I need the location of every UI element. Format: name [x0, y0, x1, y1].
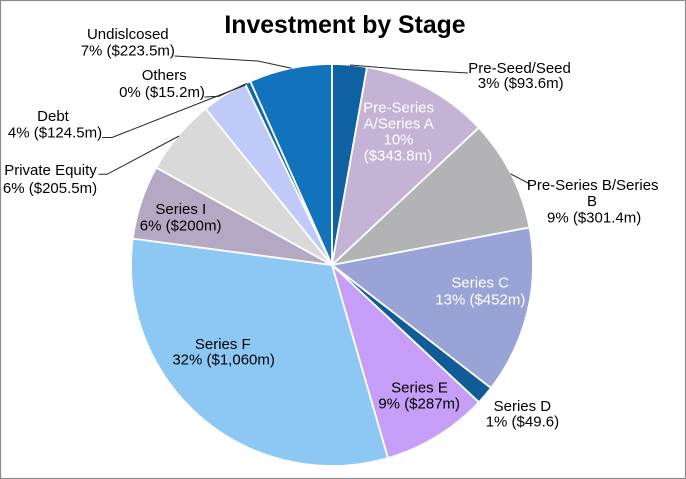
svg-text:32% ($1,060m): 32% ($1,060m)	[172, 351, 275, 368]
svg-text:Series I: Series I	[155, 201, 206, 218]
svg-text:Series F: Series F	[195, 336, 251, 353]
svg-text:3% ($93.6m): 3% ($93.6m)	[478, 75, 564, 92]
svg-text:Series D: Series D	[494, 398, 552, 415]
svg-text:Series C: Series C	[451, 274, 509, 291]
svg-text:B: B	[587, 193, 597, 210]
svg-text:Pre-Seed/Seed: Pre-Seed/Seed	[468, 60, 571, 77]
svg-text:4% ($124.5m): 4% ($124.5m)	[8, 125, 102, 142]
svg-text:Private Equity: Private Equity	[4, 162, 97, 179]
svg-text:A/Series A: A/Series A	[364, 116, 434, 133]
svg-text:($343.8m): ($343.8m)	[364, 147, 432, 164]
svg-text:13% ($452m): 13% ($452m)	[435, 292, 525, 309]
svg-text:Debt: Debt	[37, 108, 70, 125]
svg-text:7% ($223.5m): 7% ($223.5m)	[81, 43, 175, 60]
svg-text:Pre-Series: Pre-Series	[363, 100, 434, 117]
svg-text:Series E: Series E	[391, 379, 448, 396]
svg-text:Investment by Stage: Investment by Stage	[224, 12, 465, 39]
svg-text:10%: 10%	[383, 132, 413, 149]
svg-text:6% ($200m): 6% ($200m)	[140, 217, 222, 234]
svg-text:9% ($301.4m): 9% ($301.4m)	[547, 209, 641, 226]
svg-text:9% ($287m): 9% ($287m)	[378, 396, 460, 413]
svg-text:Undislcosed: Undislcosed	[87, 26, 169, 43]
svg-text:6% ($205.5m): 6% ($205.5m)	[3, 180, 97, 197]
svg-text:0% ($15.2m): 0% ($15.2m)	[119, 84, 205, 101]
svg-text:1% ($49.6): 1% ($49.6)	[486, 413, 559, 430]
svg-text:Others: Others	[142, 67, 187, 84]
svg-text:Pre-Series B/Series: Pre-Series B/Series	[527, 177, 659, 194]
